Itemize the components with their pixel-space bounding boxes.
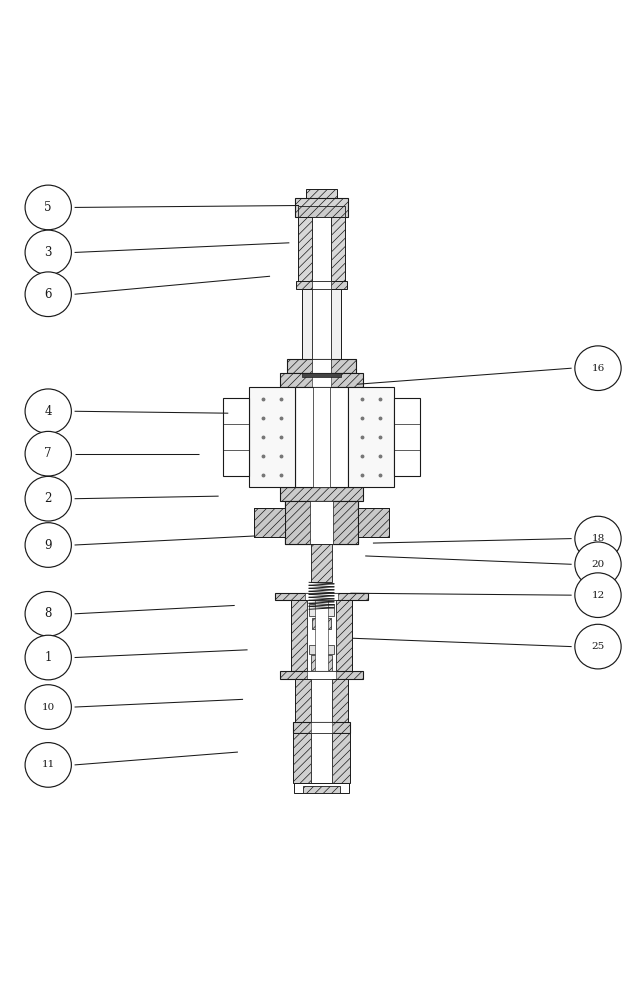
Bar	[280, 487, 363, 501]
Ellipse shape	[25, 272, 71, 317]
Bar	[310, 501, 333, 544]
Bar	[296, 281, 347, 289]
Bar	[359, 508, 390, 537]
Bar	[336, 600, 352, 677]
Bar	[309, 604, 334, 616]
Ellipse shape	[25, 431, 71, 476]
Bar	[253, 508, 284, 537]
Text: 20: 20	[592, 560, 604, 569]
Bar	[284, 501, 359, 544]
Text: 16: 16	[592, 364, 604, 373]
Bar	[287, 359, 356, 373]
Bar	[295, 198, 348, 217]
Text: 9: 9	[44, 539, 52, 552]
Ellipse shape	[575, 624, 621, 669]
Text: 6: 6	[44, 288, 52, 301]
Bar	[223, 398, 249, 476]
Ellipse shape	[25, 185, 71, 230]
Ellipse shape	[25, 635, 71, 680]
Bar	[293, 733, 311, 783]
Bar	[302, 373, 341, 377]
Bar	[312, 217, 331, 281]
Text: 10: 10	[42, 703, 55, 712]
Bar	[298, 206, 345, 217]
Text: 1: 1	[44, 651, 52, 664]
Bar	[253, 508, 284, 537]
Bar	[331, 289, 341, 359]
Bar	[298, 217, 312, 281]
Ellipse shape	[25, 389, 71, 434]
Ellipse shape	[25, 230, 71, 275]
Bar	[332, 733, 350, 783]
Bar	[311, 679, 332, 722]
Bar	[309, 645, 334, 654]
Ellipse shape	[25, 591, 71, 636]
Bar	[331, 217, 345, 281]
Ellipse shape	[575, 346, 621, 391]
Bar	[312, 289, 331, 359]
Text: 7: 7	[44, 447, 52, 460]
Bar	[291, 600, 307, 677]
Bar	[249, 387, 295, 487]
Ellipse shape	[575, 516, 621, 561]
Bar	[311, 733, 332, 783]
Bar	[315, 600, 328, 677]
Bar	[294, 783, 349, 793]
Bar	[312, 373, 331, 387]
Bar	[312, 359, 331, 373]
Bar	[303, 786, 340, 793]
Ellipse shape	[25, 743, 71, 787]
Text: 3: 3	[44, 246, 52, 259]
Bar	[307, 600, 336, 677]
Bar	[313, 387, 330, 487]
Bar	[307, 671, 336, 679]
Bar	[280, 671, 363, 679]
Bar	[348, 387, 394, 487]
Bar	[293, 722, 350, 733]
Ellipse shape	[575, 573, 621, 617]
Text: 4: 4	[44, 405, 52, 418]
Text: 8: 8	[44, 607, 52, 620]
Text: 5: 5	[44, 201, 52, 214]
Text: 18: 18	[592, 534, 604, 543]
Text: 25: 25	[592, 642, 604, 651]
Bar	[306, 189, 337, 198]
Bar	[312, 618, 331, 629]
Bar	[311, 722, 332, 733]
Text: 2: 2	[44, 492, 52, 505]
Bar	[311, 544, 332, 582]
Ellipse shape	[25, 476, 71, 521]
Text: 11: 11	[42, 760, 55, 769]
Bar	[359, 508, 390, 537]
Text: 12: 12	[592, 591, 604, 600]
Bar	[284, 501, 359, 544]
Bar	[302, 289, 312, 359]
Bar	[312, 281, 331, 289]
Bar	[275, 593, 368, 600]
Bar	[295, 387, 348, 487]
Ellipse shape	[575, 542, 621, 587]
Bar	[305, 593, 338, 600]
Ellipse shape	[25, 523, 71, 567]
Bar	[332, 679, 348, 722]
Ellipse shape	[25, 685, 71, 729]
Bar	[280, 373, 363, 387]
Bar	[295, 679, 311, 722]
Bar	[311, 655, 332, 672]
Bar	[394, 398, 420, 476]
